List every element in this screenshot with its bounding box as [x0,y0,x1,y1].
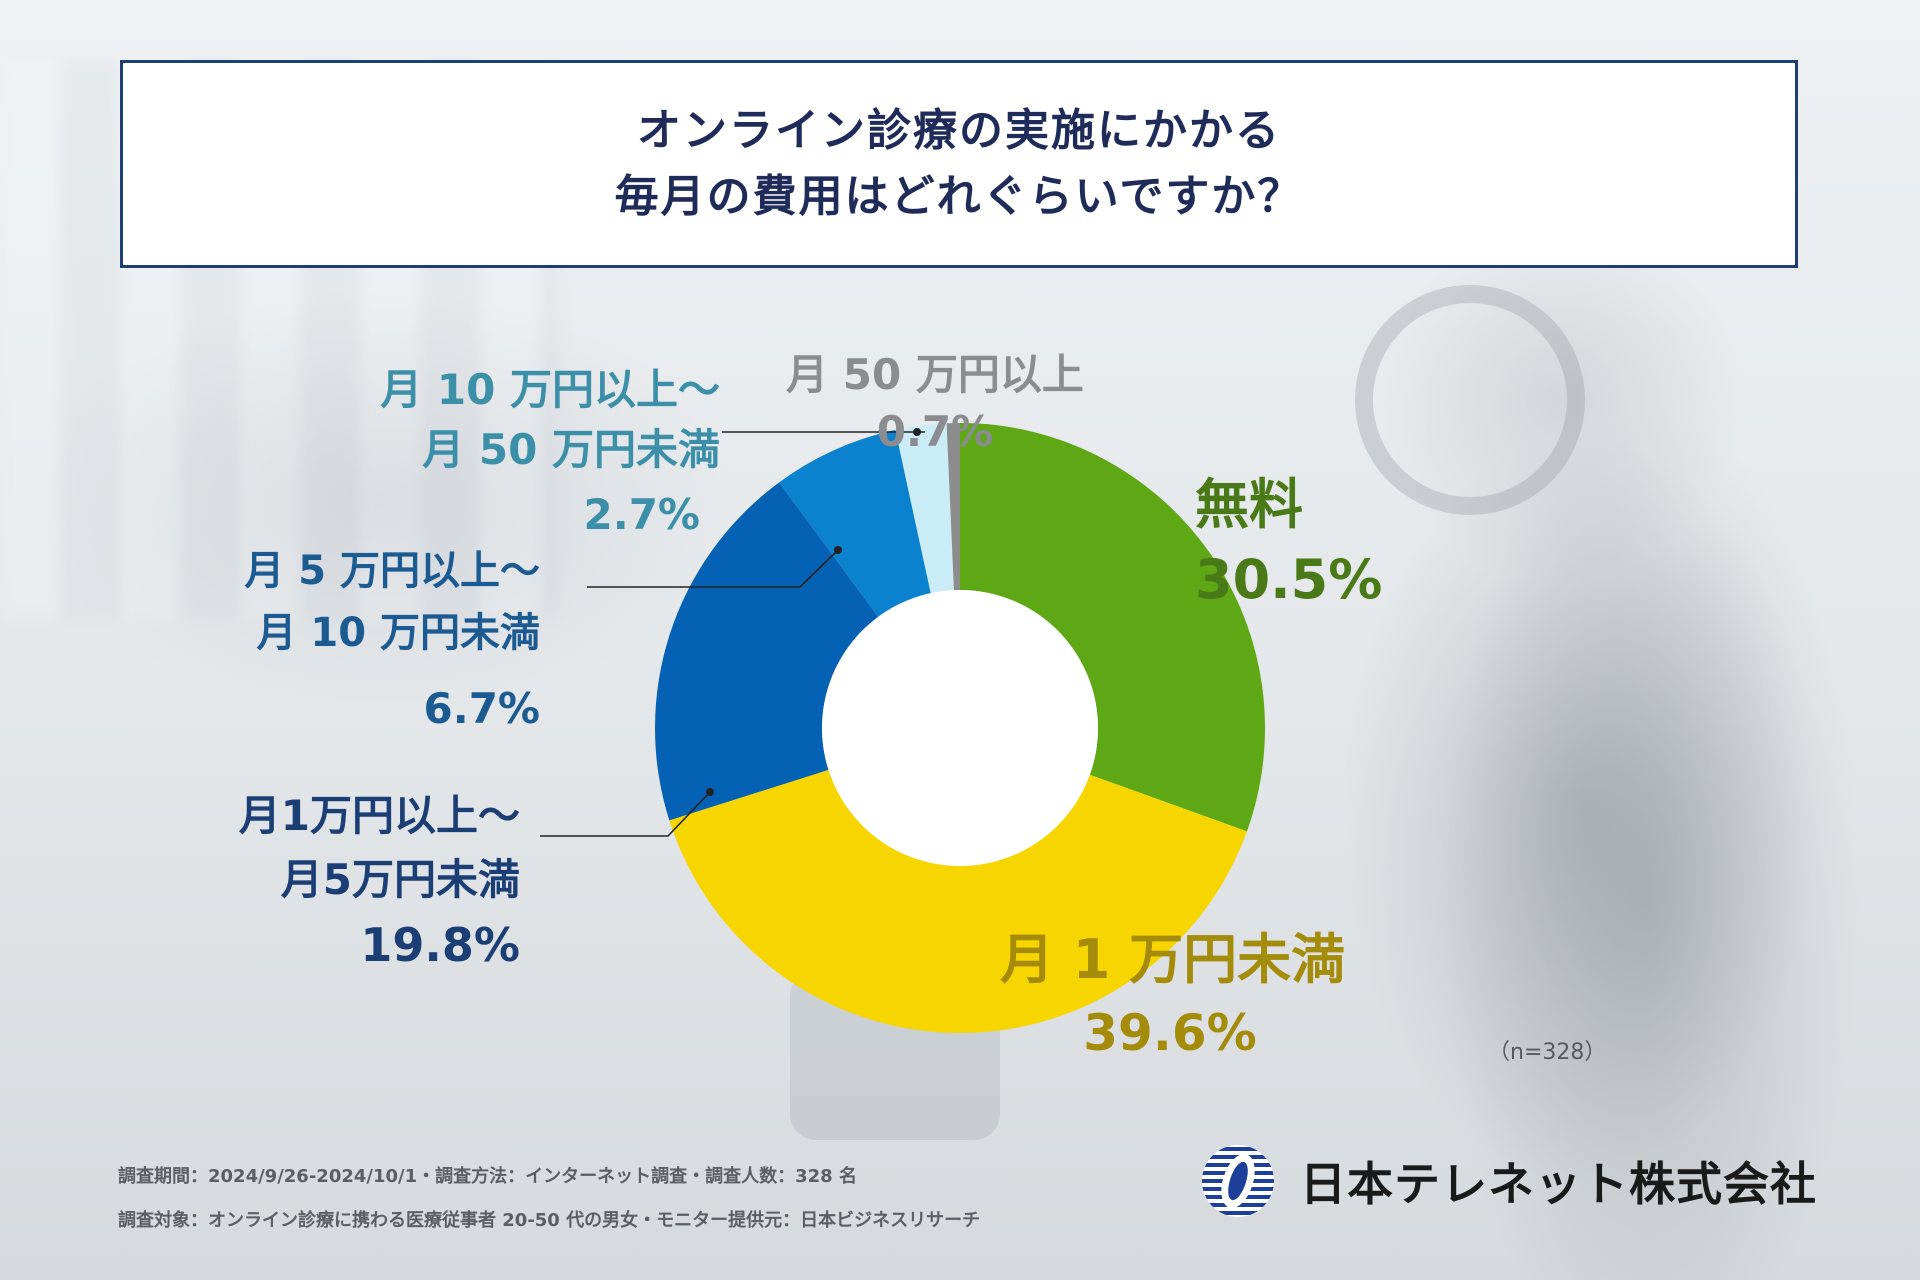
title-line-1: オンライン診療の実施にかかる [637,105,1281,156]
label-under1-name: 月 1 万円未満 [1000,928,1346,991]
label-r1to5: 月1万円以上～ 月5万円未満 19.8% [120,784,520,978]
sample-size-note: （n=328） [1488,1040,1607,1065]
label-r10to50-line2: 月 50 万円未満 [422,425,720,474]
title-line-2: 毎月の費用はどれぐらいですか？ [614,171,1304,222]
label-r5to10-line2: 月 10 万円未満 [256,610,540,656]
company-logo: 日本テレネット株式会社 [1198,1141,1817,1221]
title-box: オンライン診療の実施にかかる 毎月の費用はどれぐらいですか？ [120,60,1798,268]
label-r10to50-value: 2.7% [583,490,700,539]
label-r1to5-line1: 月1万円以上～ [238,791,520,840]
footer: 調査期間：2024/9/26-2024/10/1・調査方法：インターネット調査・… [118,1155,980,1243]
footer-line-2: 調査対象：オンライン診療に携わる医療従事者 20‐50 代の男女・モニター提供元… [118,1210,981,1231]
donut-slices [655,423,1265,1033]
label-r5to10-line1: 月 5 万円以上～ [244,548,540,594]
company-logo-icon [1202,1145,1274,1217]
donut-slice-1 [669,769,1247,1033]
donut-slice-2 [655,482,879,821]
label-over50-name: 月 50 万円以上 [786,350,1084,399]
label-under1-value: 39.6% [1083,1004,1257,1062]
leader-line-r5to10 [587,549,839,588]
donut-slice-0 [960,423,1265,832]
label-free: 無料 30.5% [1195,470,1382,620]
donut-slice-5 [946,423,960,591]
footer-line-1: 調査期間：2024/9/26-2024/10/1・調査方法：インターネット調査・… [118,1166,857,1187]
label-r1to5-line2: 月5万円未満 [280,855,520,904]
label-r1to5-value: 19.8% [360,918,520,972]
label-over50: 月 50 万円以上 0.7% [770,345,1100,459]
leader-line-r1to5 [540,791,711,837]
label-r5to10-value: 6.7% [423,684,540,733]
label-free-value: 30.5% [1195,548,1383,611]
leader-lines [540,428,925,837]
donut-slice-3 [779,429,931,617]
label-over50-value: 0.7% [876,407,994,456]
donut-slice-4 [895,423,954,594]
label-under1: 月 1 万円未満 39.6% [1000,925,1346,1071]
label-r10to50-line1: 月 10 万円以上～ [380,365,720,414]
label-r5to10: 月 5 万円以上～ 月 10 万円未満 6.7% [120,540,540,754]
label-free-name: 無料 [1195,473,1303,536]
company-name: 日本テレネット株式会社 [1300,1157,1817,1211]
label-r10to50: 月 10 万円以上～ 月 50 万円未満 2.7% [260,360,720,550]
donut-hole [822,590,1098,866]
